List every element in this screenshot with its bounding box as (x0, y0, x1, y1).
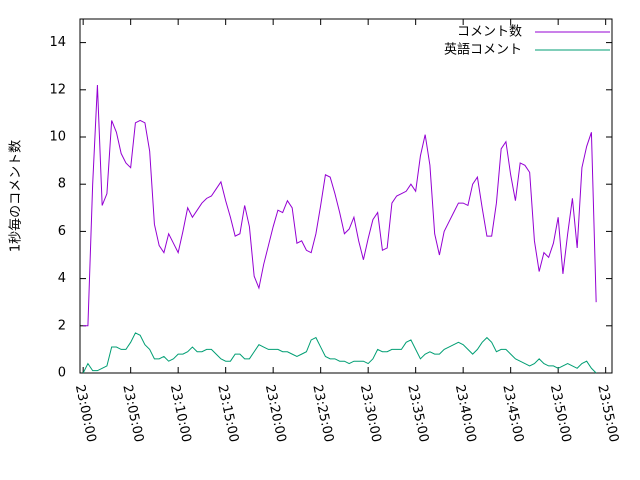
plot-frame (79, 18, 613, 374)
x-tick-label: 23:30:00 (357, 383, 384, 443)
x-tick-label: 23:05:00 (119, 383, 146, 443)
y-tick-label: 8 (58, 177, 66, 192)
x-tick-label: 23:20:00 (262, 383, 289, 443)
x-tick-label: 23:45:00 (499, 383, 526, 443)
x-tick-label: 23:50:00 (547, 383, 574, 443)
y-tick-label: 6 (58, 224, 66, 239)
x-tick-label: 23:40:00 (452, 383, 479, 443)
x-tick-label: 23:10:00 (167, 383, 194, 443)
y-tick-label: 10 (49, 130, 66, 145)
legend-label: 英語コメント (444, 42, 522, 58)
x-tick-label: 23:55:00 (594, 383, 621, 443)
y-tick-label: 14 (49, 35, 66, 50)
data-line (82, 332, 597, 374)
x-tick-label: 23:15:00 (214, 383, 241, 443)
legend-label: コメント数 (457, 25, 522, 40)
y-axis-label: 1秒毎のコメント数 (8, 140, 24, 252)
x-tick-label: 23:35:00 (404, 383, 431, 443)
y-tick-label: 4 (58, 271, 66, 286)
y-tick-label: 12 (49, 82, 66, 97)
y-tick-label: 2 (58, 318, 66, 333)
x-tick-label: 23:25:00 (309, 383, 336, 443)
data-line (83, 85, 597, 327)
x-tick-label: 23:00:00 (72, 383, 99, 443)
y-tick-label: 0 (58, 366, 66, 381)
